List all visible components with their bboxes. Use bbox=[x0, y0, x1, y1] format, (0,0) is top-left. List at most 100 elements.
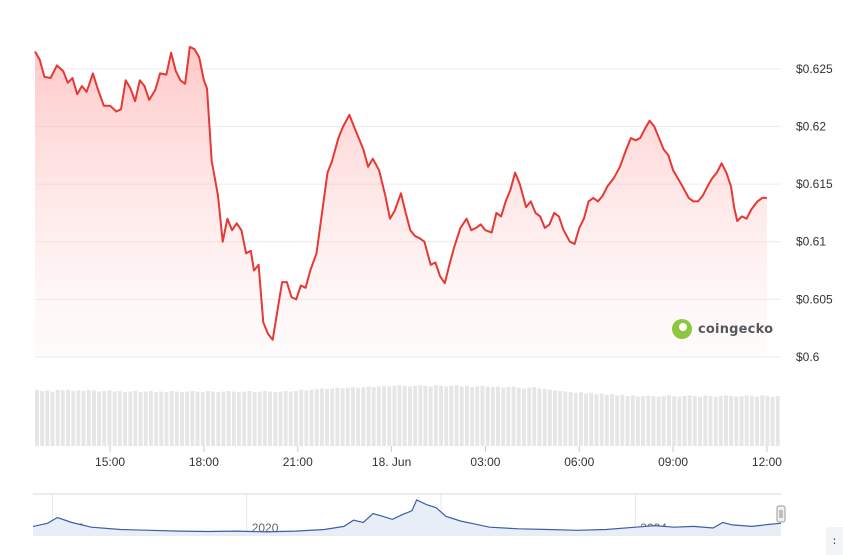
volume-bar bbox=[356, 387, 361, 446]
volume-bar bbox=[547, 389, 552, 446]
volume-bar bbox=[216, 392, 221, 446]
price-line-group[interactable] bbox=[34, 45, 767, 341]
volume-bar bbox=[371, 387, 376, 446]
volume-bar bbox=[402, 385, 407, 446]
x-tick-label: 06:00 bbox=[564, 455, 594, 469]
volume-bar bbox=[573, 392, 578, 446]
volume-bar bbox=[755, 396, 759, 446]
watermark-brand: coingecko bbox=[698, 321, 774, 337]
volume-bar bbox=[330, 388, 335, 446]
x-tick-label: 15:00 bbox=[95, 455, 125, 469]
navigator[interactable]: 2018202020222024 bbox=[32, 493, 786, 536]
volume-bar bbox=[237, 392, 241, 446]
volume-bar bbox=[516, 387, 521, 446]
volume-bar bbox=[470, 387, 475, 446]
volume-bar bbox=[506, 387, 511, 446]
volume-bar bbox=[433, 385, 438, 446]
volume-bar bbox=[159, 391, 164, 446]
volume-bar bbox=[273, 392, 278, 446]
volume-bar bbox=[169, 391, 174, 446]
volume-bar bbox=[97, 391, 102, 446]
volume-bar bbox=[133, 391, 138, 446]
volume-bar bbox=[604, 394, 609, 446]
volume-bar bbox=[55, 389, 60, 446]
volume-bar bbox=[651, 396, 656, 446]
volume-bar bbox=[294, 391, 298, 446]
volume-bar bbox=[387, 386, 392, 446]
volume-bar bbox=[661, 396, 666, 446]
volume-bar bbox=[501, 387, 506, 446]
volume-bar bbox=[677, 396, 682, 446]
volume-bar bbox=[195, 391, 200, 446]
navigator-line bbox=[32, 499, 782, 533]
volume-bar bbox=[615, 395, 620, 446]
volume-bar bbox=[50, 391, 55, 446]
volume-bar bbox=[496, 386, 500, 446]
volume-bar bbox=[319, 388, 324, 446]
volume-bar bbox=[335, 387, 340, 446]
volume-bar bbox=[485, 386, 490, 446]
volume-bar bbox=[102, 391, 107, 446]
volume-bar bbox=[739, 396, 744, 446]
volume-bar bbox=[226, 391, 231, 446]
volume-bar bbox=[522, 388, 526, 446]
volume-bar bbox=[242, 391, 247, 446]
volume-bar bbox=[66, 389, 70, 446]
volume-bar bbox=[112, 391, 117, 446]
chart-menu-button[interactable]: : bbox=[826, 527, 843, 555]
volume-bar bbox=[257, 391, 262, 446]
volume-bar bbox=[687, 395, 692, 446]
volume-bar bbox=[252, 392, 257, 446]
volume-bar bbox=[60, 390, 65, 446]
volume-bar bbox=[71, 391, 76, 446]
volume-bar bbox=[449, 385, 454, 446]
volume-bar bbox=[760, 395, 765, 446]
volume-bar bbox=[35, 389, 39, 446]
navigator-handle[interactable] bbox=[776, 505, 786, 523]
x-tick-label: 09:00 bbox=[658, 455, 688, 469]
price-line[interactable] bbox=[34, 45, 767, 341]
volume-bar bbox=[724, 395, 728, 446]
volume-bar bbox=[713, 396, 718, 446]
volume-bar bbox=[527, 387, 532, 446]
volume-bar bbox=[81, 391, 86, 446]
volume-bar bbox=[117, 391, 122, 446]
volume-bar bbox=[200, 392, 205, 446]
navigator-area bbox=[33, 499, 781, 535]
volume-bar bbox=[149, 391, 153, 446]
volume-bar bbox=[698, 396, 702, 446]
volume-bar bbox=[154, 392, 159, 446]
volume-bar bbox=[770, 396, 775, 446]
x-tick-label: 18. Jun bbox=[372, 455, 411, 469]
volume-bar bbox=[428, 386, 433, 446]
volume-bar bbox=[221, 391, 226, 446]
volume-bar bbox=[351, 387, 355, 446]
volume-bar bbox=[262, 391, 267, 446]
volume-bar bbox=[475, 386, 480, 446]
volume-bar bbox=[164, 392, 169, 446]
volume-bar bbox=[775, 396, 780, 446]
volume-bar bbox=[206, 391, 210, 446]
volume-bar bbox=[490, 387, 495, 446]
volume-bar bbox=[749, 396, 754, 446]
volume-bar bbox=[667, 395, 671, 446]
volume-bar bbox=[599, 393, 604, 446]
volume-bar bbox=[268, 391, 272, 446]
volume-bars bbox=[35, 385, 780, 446]
volume-bar bbox=[542, 389, 547, 446]
volume-bar bbox=[708, 396, 713, 446]
volume-bar bbox=[532, 387, 537, 446]
volume-bar bbox=[231, 391, 236, 446]
volume-bar bbox=[288, 391, 293, 446]
x-tick-label: 03:00 bbox=[470, 455, 500, 469]
volume-bar bbox=[682, 396, 687, 446]
volume-bar bbox=[439, 385, 443, 446]
price-area-fill bbox=[35, 46, 767, 358]
volume-bar bbox=[392, 385, 397, 446]
volume-bar bbox=[299, 389, 304, 446]
y-tick-label: $0.62 bbox=[796, 119, 826, 133]
volume-bar bbox=[423, 385, 428, 446]
volume-bar bbox=[376, 386, 381, 446]
